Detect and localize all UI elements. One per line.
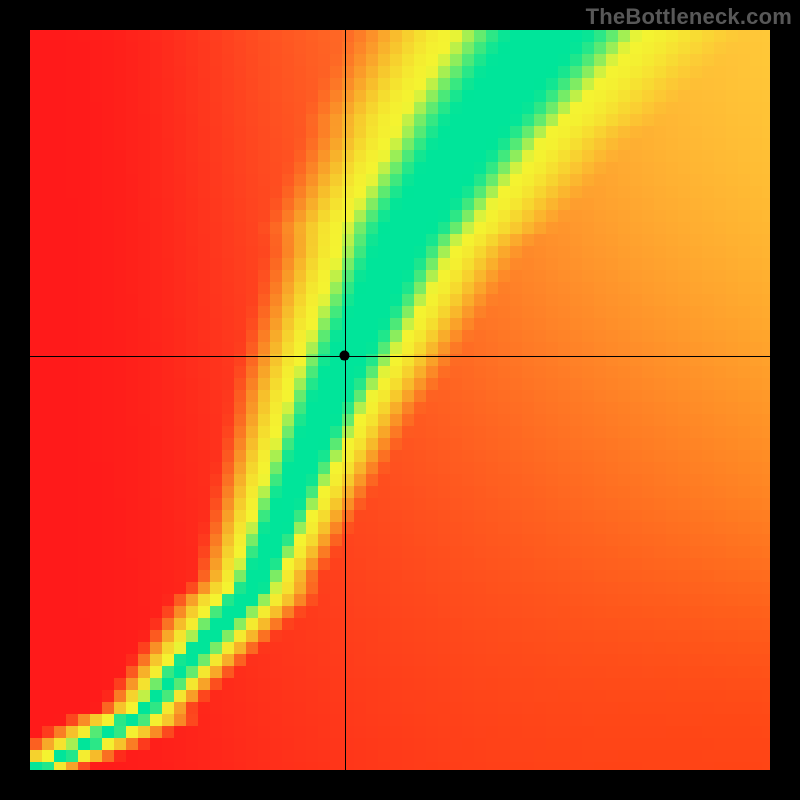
bottleneck-heatmap bbox=[0, 0, 800, 800]
watermark-text: TheBottleneck.com bbox=[586, 4, 792, 30]
chart-container: TheBottleneck.com bbox=[0, 0, 800, 800]
